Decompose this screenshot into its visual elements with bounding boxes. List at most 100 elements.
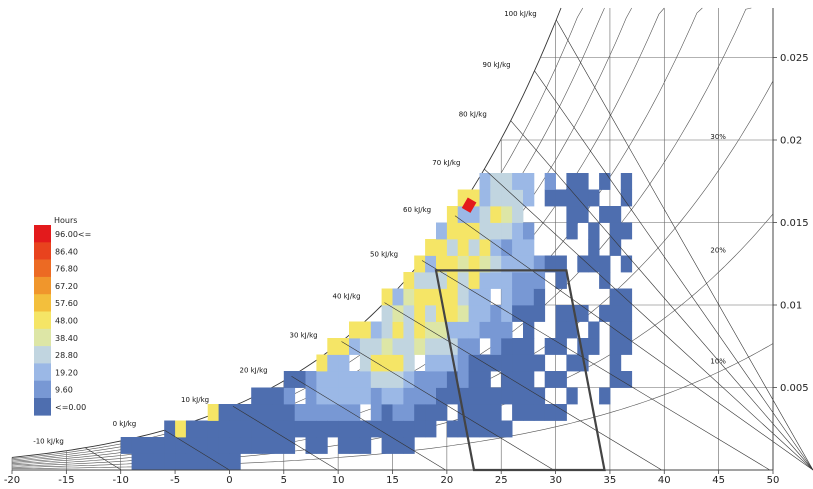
heatmap-cell <box>457 371 469 388</box>
heatmap-cell <box>207 420 219 438</box>
heatmap-cell <box>577 338 589 355</box>
heatmap-cell <box>153 453 165 471</box>
heatmap-cell <box>523 189 535 207</box>
heatmap-cell <box>457 239 469 256</box>
heatmap-cell <box>229 453 241 471</box>
heatmap-cell <box>577 173 589 190</box>
heatmap-cell <box>490 222 502 240</box>
enthalpy-label: 20 kJ/kg <box>240 366 268 374</box>
heatmap-cell <box>349 387 361 405</box>
enthalpy-label: 60 kJ/kg <box>403 206 431 214</box>
heatmap-cell <box>392 371 404 388</box>
heatmap-cell <box>327 420 339 438</box>
heatmap-cell <box>512 387 524 405</box>
heatmap-cell <box>479 420 491 438</box>
heatmap-cell <box>490 189 502 207</box>
legend-label: 48.00 <box>55 317 78 326</box>
heatmap-cell <box>381 288 393 306</box>
heatmap-cell <box>544 255 556 273</box>
heatmap-cell <box>512 239 524 256</box>
heatmap-cell <box>588 222 600 240</box>
heatmap-cell <box>349 437 361 454</box>
heatmap-cell <box>620 305 633 322</box>
heatmap-cell <box>620 222 633 240</box>
legend-swatch <box>34 363 51 381</box>
legend-swatch <box>34 242 51 260</box>
heatmap-cell <box>414 404 426 421</box>
heatmap-cell <box>316 354 328 372</box>
heatmap-cell <box>566 206 578 223</box>
heatmap-cell <box>349 338 361 355</box>
heatmap-cell <box>262 404 274 421</box>
legend-swatch <box>34 276 51 295</box>
heatmap-cell <box>457 321 469 339</box>
heatmap-cell <box>425 272 437 289</box>
heatmap-cell <box>446 387 459 405</box>
legend-title: Hours <box>54 216 77 225</box>
heatmap-cell <box>392 305 404 322</box>
heatmap-cell <box>523 387 535 405</box>
heatmap-cell <box>436 305 448 322</box>
heatmap-cell <box>468 272 480 289</box>
heatmap-cell <box>533 272 546 289</box>
heatmap-cell <box>512 338 524 355</box>
heatmap-cell <box>436 338 448 355</box>
heatmap-cell <box>544 338 556 355</box>
heatmap-cell <box>251 387 263 405</box>
heatmap-cell <box>588 189 600 207</box>
heatmap-cell <box>501 206 513 223</box>
heatmap-cell <box>316 404 328 421</box>
heatmap-cell <box>620 189 633 207</box>
heatmap-cell <box>588 338 600 355</box>
x-tick-label: -15 <box>58 475 74 486</box>
heatmap-cell <box>414 420 426 438</box>
heatmap-cell <box>370 404 383 421</box>
heatmap-cell <box>283 404 296 421</box>
heatmap-cell <box>120 437 132 454</box>
heatmap-cell <box>588 321 600 339</box>
heatmap-cell <box>370 420 383 438</box>
heatmap-cell <box>316 437 328 454</box>
enthalpy-line <box>510 120 813 471</box>
legend-swatch <box>34 398 51 416</box>
heatmap-cell <box>512 272 524 289</box>
heatmap-cell <box>403 305 415 322</box>
heatmap-cell <box>479 206 491 223</box>
enthalpy-label: 30 kJ/kg <box>290 332 318 340</box>
heatmap-cell <box>446 272 459 289</box>
heatmap-cell <box>479 173 491 190</box>
enthalpy-line <box>291 376 446 471</box>
heatmap-cell <box>196 420 209 438</box>
heatmap-cell <box>294 404 306 421</box>
heatmap-cell <box>501 321 513 339</box>
heatmap-cell <box>446 420 459 438</box>
heatmap-cell <box>479 239 491 256</box>
heatmap-cell <box>609 206 622 223</box>
heatmap-cell <box>468 206 480 223</box>
heatmap-cell <box>425 321 437 339</box>
heatmap-cell-max <box>461 197 477 213</box>
x-axis-tick-labels: -20 -15 -10 -5 0 5 10 15 20 25 30 35 40 45 50 <box>4 470 779 486</box>
heatmap-cell <box>523 255 535 273</box>
x-tick-label: 15 <box>386 475 399 486</box>
heatmap-cell <box>229 404 241 421</box>
heatmap-cell <box>555 404 567 421</box>
x-tick-label: -20 <box>4 475 20 486</box>
heatmap-cell <box>370 321 383 339</box>
heatmap-cell <box>555 338 567 355</box>
heatmap-cell <box>207 437 219 454</box>
enthalpy-line <box>555 19 813 471</box>
heatmap-cell <box>207 453 219 471</box>
enthalpy-line <box>534 70 813 471</box>
heatmap-cell <box>512 189 524 207</box>
heatmap-cell <box>479 189 491 207</box>
heatmap-cell <box>381 305 393 322</box>
heatmap-cell <box>251 420 263 438</box>
heatmap-cell <box>501 305 513 322</box>
heatmap-cell <box>512 173 524 190</box>
heatmap-cell <box>512 222 524 240</box>
heatmap-cell <box>512 288 524 306</box>
heatmap-cell <box>512 255 524 273</box>
x-tick-label: 0 <box>226 475 232 486</box>
heatmap-cell <box>305 404 317 421</box>
